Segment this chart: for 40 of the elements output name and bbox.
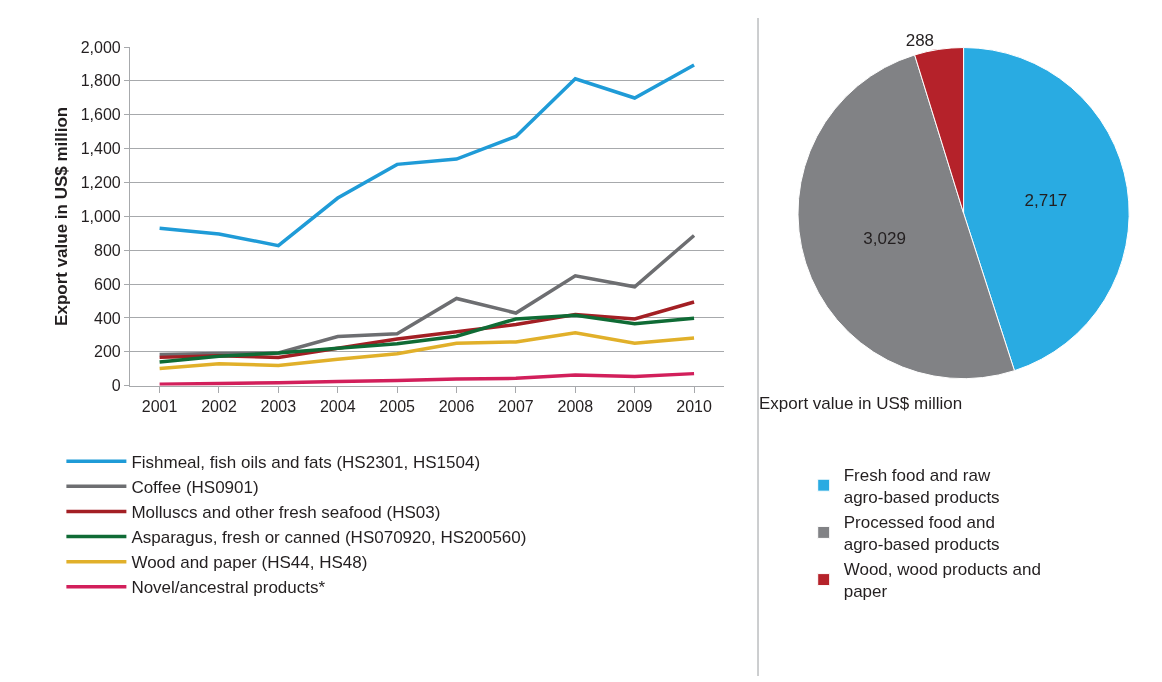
line-series (157, 371, 696, 386)
y-tick-label: 200 (94, 343, 121, 361)
x-tick-label: 2009 (616, 397, 653, 415)
y-tick-label: 2,000 (80, 38, 121, 56)
line-series (157, 233, 696, 357)
y-tick-label: 1,600 (80, 106, 121, 124)
data-label: 2,717 (1024, 190, 1068, 210)
legend-label: Novel/ancestral products* (131, 578, 326, 598)
text: Export value in US$ million (759, 394, 963, 413)
data-label: 3,029 (863, 228, 906, 248)
y-axis-title: Export value in US$ million (52, 106, 72, 326)
x-tick-label: 2007 (498, 397, 534, 415)
y-tick-label: 400 (94, 309, 121, 327)
y-tick-label: 1,800 (80, 72, 121, 90)
x-tick-label: 2006 (438, 397, 475, 415)
x-tick-label: 2002 (201, 397, 237, 415)
legend-label: Wood, wood products and paper (843, 560, 1041, 602)
x-tick-label: 2005 (379, 397, 416, 415)
y-tick-label: 0 (111, 377, 121, 395)
x-tick-label: 2001 (141, 397, 178, 415)
legend-label: Processed food and agro-based products (843, 512, 1000, 555)
y-tick-label: 1,200 (80, 174, 121, 192)
y-tick-label: 1,000 (80, 207, 121, 225)
x-tick-label: 2008 (557, 397, 594, 415)
legend-label: Fishmeal, fish oils and fats (HS2301, HS1504) (131, 452, 481, 472)
y-tick-label: 600 (94, 275, 121, 293)
line-series (157, 313, 696, 364)
y-tick-label: 800 (94, 241, 121, 259)
legend-label: Molluscs and other fresh seafood (HS03) (131, 503, 441, 523)
legend-label: Asparagus, fresh or canned (HS070920, HS200560) (131, 528, 527, 548)
x-tick-label: 2003 (260, 397, 297, 415)
y-tick-label: 1,400 (80, 140, 121, 158)
legend-label: Coffee (HS0901) (131, 477, 259, 497)
line-series (157, 331, 696, 371)
x-tick-label: 2004 (319, 397, 356, 415)
legend-label: Wood and paper (HS44, HS48) (131, 553, 368, 573)
x-tick-label: 2010 (676, 397, 712, 415)
legend-label: Fresh food and raw agro-based products (843, 465, 1000, 507)
line-series (157, 63, 696, 248)
data-label: 288 (905, 30, 935, 50)
